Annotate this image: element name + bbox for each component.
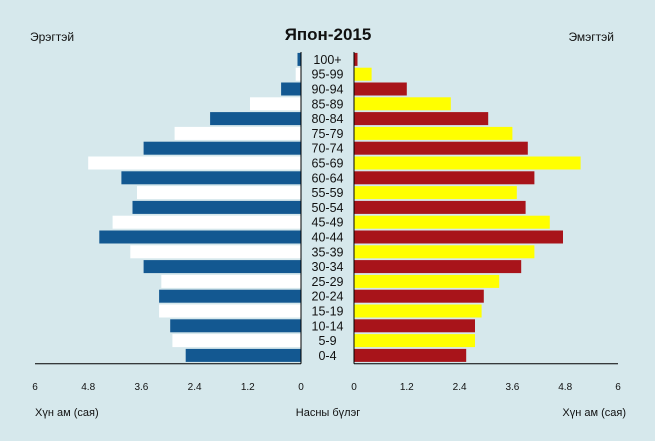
age-group-label: 5-9 (318, 334, 336, 348)
left-tick-label: 0 (298, 382, 304, 393)
age-group-label: 55-59 (312, 186, 344, 200)
female-bar-0-4 (354, 348, 467, 362)
female-bar-15-19 (354, 304, 482, 318)
male-bar-15-19 (159, 304, 301, 318)
age-group-label: 45-49 (312, 216, 344, 230)
right-tick-label: 0 (351, 382, 357, 393)
female-bar-30-34 (354, 260, 522, 274)
age-group-label: 20-24 (312, 290, 344, 304)
male-bar-100+ (297, 52, 301, 66)
axes-group: 6 4.8 3.6 2.4 1.2 0 0 1.2 2.4 3.6 4.8 6 (32, 52, 621, 393)
male-bar-85-89 (250, 97, 301, 111)
female-bar-80-84 (354, 112, 489, 126)
age-group-label: 70-74 (312, 142, 344, 156)
right-axis-label: Хүн ам (сая) (562, 407, 626, 419)
age-group-label: 65-69 (312, 157, 344, 171)
male-bar-45-49 (112, 215, 301, 229)
male-bar-35-39 (130, 245, 301, 259)
male-bar-40-44 (99, 230, 301, 244)
male-bar-95-99 (295, 67, 301, 81)
age-group-label: 90-94 (312, 83, 344, 97)
age-group-label: 25-29 (312, 275, 344, 289)
female-bar-90-94 (354, 82, 407, 96)
male-bar-75-79 (174, 126, 301, 140)
female-bar-40-44 (354, 230, 563, 244)
age-group-label: 30-34 (312, 260, 344, 274)
female-bar-5-9 (354, 334, 475, 348)
age-group-axis-label: Насны бүлэг (296, 407, 360, 419)
left-tick-label: 4.8 (81, 382, 95, 393)
age-group-label: 10-14 (312, 319, 344, 333)
male-bar-65-69 (88, 156, 301, 170)
right-tick-label: 4.8 (558, 382, 572, 393)
age-group-label: 35-39 (312, 245, 344, 259)
bars-group (88, 52, 581, 362)
right-tick-label: 2.4 (453, 382, 467, 393)
right-tick-label: 6 (615, 382, 621, 393)
left-tick-label: 3.6 (134, 382, 148, 393)
female-bar-85-89 (354, 97, 451, 111)
female-bar-45-49 (354, 215, 550, 229)
female-bar-25-29 (354, 274, 500, 288)
age-group-label: 80-84 (312, 112, 344, 126)
male-bar-25-29 (161, 274, 301, 288)
female-bar-75-79 (354, 126, 513, 140)
female-bar-35-39 (354, 245, 535, 259)
age-group-label: 95-99 (312, 68, 344, 82)
female-bar-95-99 (354, 67, 372, 81)
male-bar-0-4 (185, 348, 301, 362)
age-group-label: 50-54 (312, 201, 344, 215)
male-bar-50-54 (132, 200, 301, 214)
female-bar-65-69 (354, 156, 581, 170)
age-group-label: 85-89 (312, 97, 344, 111)
age-group-label: 75-79 (312, 127, 344, 141)
female-bar-100+ (354, 52, 358, 66)
male-bar-10-14 (170, 319, 301, 333)
right-tick-label: 1.2 (400, 382, 414, 393)
female-bar-60-64 (354, 171, 535, 185)
chart-title: Япон-2015 (285, 25, 372, 44)
male-bar-5-9 (172, 334, 301, 348)
age-group-label: 0-4 (318, 349, 336, 363)
age-group-label: 100+ (313, 53, 341, 67)
male-bar-60-64 (121, 171, 302, 185)
male-bar-80-84 (210, 112, 301, 126)
male-label: Эрэгтэй (30, 30, 74, 44)
left-axis-label: Хүн ам (сая) (35, 407, 99, 419)
age-group-label: 40-44 (312, 231, 344, 245)
age-labels-group: 100+95-9990-9485-8980-8475-7970-7465-696… (312, 53, 344, 363)
female-bar-20-24 (354, 289, 484, 303)
right-tick-label: 3.6 (505, 382, 519, 393)
female-bar-55-59 (354, 186, 517, 200)
female-label: Эмэгтэй (568, 30, 614, 44)
female-bar-50-54 (354, 200, 526, 214)
left-tick-label: 1.2 (241, 382, 255, 393)
male-bar-20-24 (159, 289, 301, 303)
age-group-label: 15-19 (312, 305, 344, 319)
male-bar-70-74 (143, 141, 301, 155)
age-group-label: 60-64 (312, 171, 344, 185)
left-tick-label: 2.4 (188, 382, 202, 393)
female-bar-70-74 (354, 141, 528, 155)
left-tick-label: 6 (32, 382, 38, 393)
male-bar-30-34 (143, 260, 301, 274)
male-bar-90-94 (281, 82, 302, 96)
female-bar-10-14 (354, 319, 475, 333)
male-bar-55-59 (137, 186, 301, 200)
